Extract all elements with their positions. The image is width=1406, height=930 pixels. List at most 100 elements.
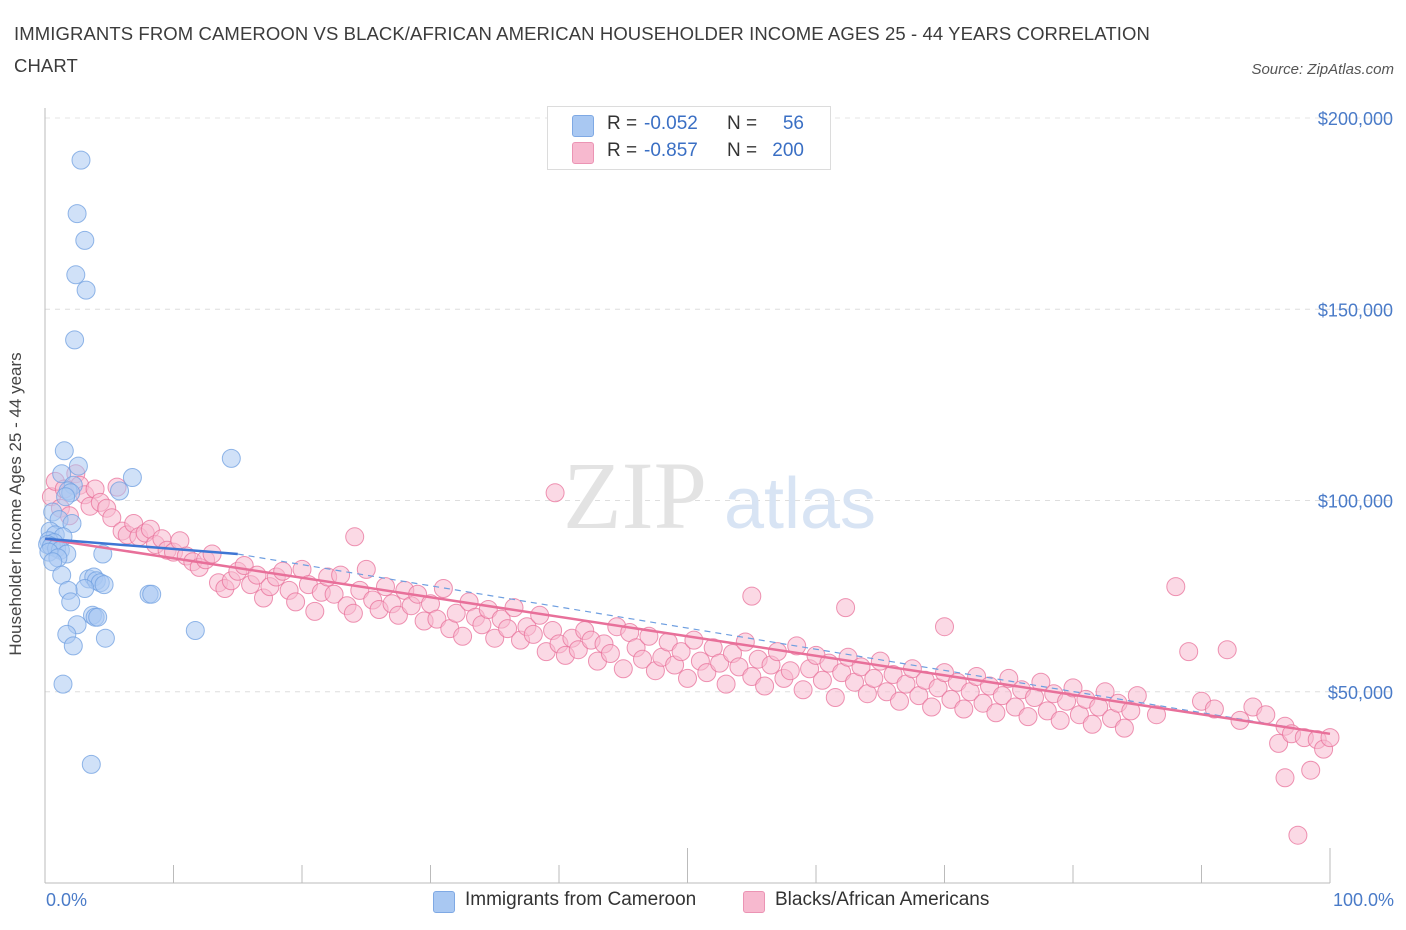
black-point-189 bbox=[1320, 728, 1340, 748]
black-point-106 bbox=[697, 663, 717, 683]
watermark-atlas: atlas bbox=[724, 464, 876, 544]
black-point-64 bbox=[427, 609, 447, 629]
black-point-115 bbox=[755, 676, 775, 696]
black-point-183 bbox=[1269, 733, 1289, 753]
legend-label-cameroon: Immigrants from Cameroon bbox=[465, 889, 697, 910]
black-point-151 bbox=[986, 703, 1006, 723]
legend-swatch-black bbox=[743, 891, 765, 913]
cameroon-point-50 bbox=[95, 628, 115, 648]
black-point-190 bbox=[1275, 768, 1295, 788]
legend-n-label: N = bbox=[727, 113, 758, 134]
black-point-194 bbox=[545, 483, 565, 503]
black-point-126 bbox=[825, 688, 845, 707]
black-point-96 bbox=[633, 649, 652, 669]
cameroon-point-2 bbox=[75, 230, 95, 250]
black-point-111 bbox=[729, 657, 749, 677]
black-point-178 bbox=[1204, 699, 1224, 719]
legend-r-value: -0.857 bbox=[644, 140, 698, 161]
black-point-173 bbox=[1127, 686, 1147, 706]
black-point-109 bbox=[716, 674, 736, 694]
correlation-legend: R = -0.052 N = 56 R = -0.857 N = 200 bbox=[547, 106, 831, 170]
black-point-79 bbox=[523, 624, 543, 644]
trend-lines bbox=[44, 537, 1331, 736]
x-tick-min: 0.0% bbox=[46, 890, 88, 910]
black-point-112 bbox=[735, 632, 755, 652]
black-point-141 bbox=[922, 697, 942, 717]
legend-r-value: -0.052 bbox=[644, 113, 698, 134]
legend-r-label: R = bbox=[607, 140, 638, 161]
black-point-146 bbox=[954, 699, 974, 719]
grid-lines bbox=[45, 117, 1395, 693]
black-point-73 bbox=[485, 628, 505, 648]
cameroon-point-32 bbox=[43, 552, 63, 572]
y-tick-labels: $50,000 $100,000 $150,000 $200,000 bbox=[1318, 109, 1393, 703]
black-point-174 bbox=[1147, 705, 1166, 725]
chart-title: IMMIGRANTS FROM CAMEROON VS BLACK/AFRICA… bbox=[14, 23, 1150, 76]
black-point-42 bbox=[286, 592, 306, 612]
black-point-193 bbox=[742, 586, 762, 606]
black-point-175 bbox=[1166, 577, 1186, 597]
trend-cameroon-extension bbox=[237, 553, 1331, 735]
black-point-12 bbox=[102, 508, 122, 528]
cameroon-point-13 bbox=[110, 481, 129, 501]
black-point-195 bbox=[345, 527, 365, 547]
y-tick-label-150000: $150,000 bbox=[1318, 300, 1393, 320]
black-point-86 bbox=[568, 640, 588, 660]
black-point-154 bbox=[1005, 697, 1025, 717]
black-point-171 bbox=[1114, 718, 1134, 738]
black-point-91 bbox=[600, 644, 620, 663]
cameroon-point-52 bbox=[53, 674, 73, 694]
black-point-197 bbox=[935, 617, 954, 637]
black-point-191 bbox=[1301, 760, 1321, 780]
cameroon-point-46 bbox=[88, 607, 108, 627]
cameroon-point-5 bbox=[65, 330, 85, 350]
cameroon-point-9 bbox=[52, 464, 72, 484]
legend-r-label: R = bbox=[607, 113, 638, 134]
trend-black bbox=[44, 537, 1331, 736]
x-tick-max: 100.0% bbox=[1332, 890, 1394, 910]
cameroon-point-18 bbox=[62, 514, 82, 533]
source-label: Source: ZipAtlas.com bbox=[1251, 61, 1394, 78]
black-point-159 bbox=[1037, 701, 1057, 721]
black-point-136 bbox=[890, 691, 909, 711]
cameroon-point-38 bbox=[94, 575, 114, 595]
black-point-104 bbox=[684, 630, 704, 650]
y-tick-label-100000: $100,000 bbox=[1318, 492, 1393, 512]
series-legend: Immigrants from Cameroon Blacks/African … bbox=[0, 889, 1406, 915]
black-point-103 bbox=[678, 668, 697, 688]
series-immigrants-from-cameroon bbox=[38, 150, 241, 774]
black-point-166 bbox=[1082, 714, 1102, 734]
black-point-124 bbox=[812, 670, 832, 690]
legend-n-value: 200 bbox=[772, 140, 804, 161]
black-point-93 bbox=[613, 659, 633, 679]
black-point-65 bbox=[433, 579, 453, 598]
cameroon-point-8 bbox=[68, 456, 88, 476]
cameroon-point-10 bbox=[122, 468, 142, 487]
black-point-58 bbox=[388, 605, 408, 625]
black-point-29 bbox=[202, 544, 222, 564]
cameroon-point-39 bbox=[75, 579, 95, 598]
black-point-108 bbox=[710, 653, 730, 673]
legend-n-value: 56 bbox=[782, 113, 804, 134]
black-point-76 bbox=[504, 598, 524, 618]
black-point-56 bbox=[376, 577, 395, 597]
black-point-75 bbox=[498, 619, 518, 639]
black-point-45 bbox=[305, 601, 325, 621]
cameroon-point-15 bbox=[56, 487, 76, 507]
black-point-68 bbox=[453, 626, 473, 646]
cameroon-point-4 bbox=[76, 280, 96, 300]
black-point-153 bbox=[999, 668, 1019, 688]
cameroon-point-42 bbox=[142, 584, 162, 604]
black-point-102 bbox=[671, 642, 691, 662]
black-point-152 bbox=[992, 686, 1012, 706]
legend-label-black: Blacks/African Americans bbox=[775, 889, 990, 910]
cameroon-point-0 bbox=[71, 150, 91, 170]
cameroon-point-43 bbox=[61, 592, 81, 612]
black-point-121 bbox=[793, 680, 813, 700]
legend-swatch-cameroon bbox=[572, 115, 594, 137]
cameroon-point-51 bbox=[63, 636, 83, 656]
cameroon-point-6 bbox=[54, 441, 74, 461]
cameroon-point-7 bbox=[221, 448, 241, 468]
black-point-149 bbox=[973, 693, 993, 713]
